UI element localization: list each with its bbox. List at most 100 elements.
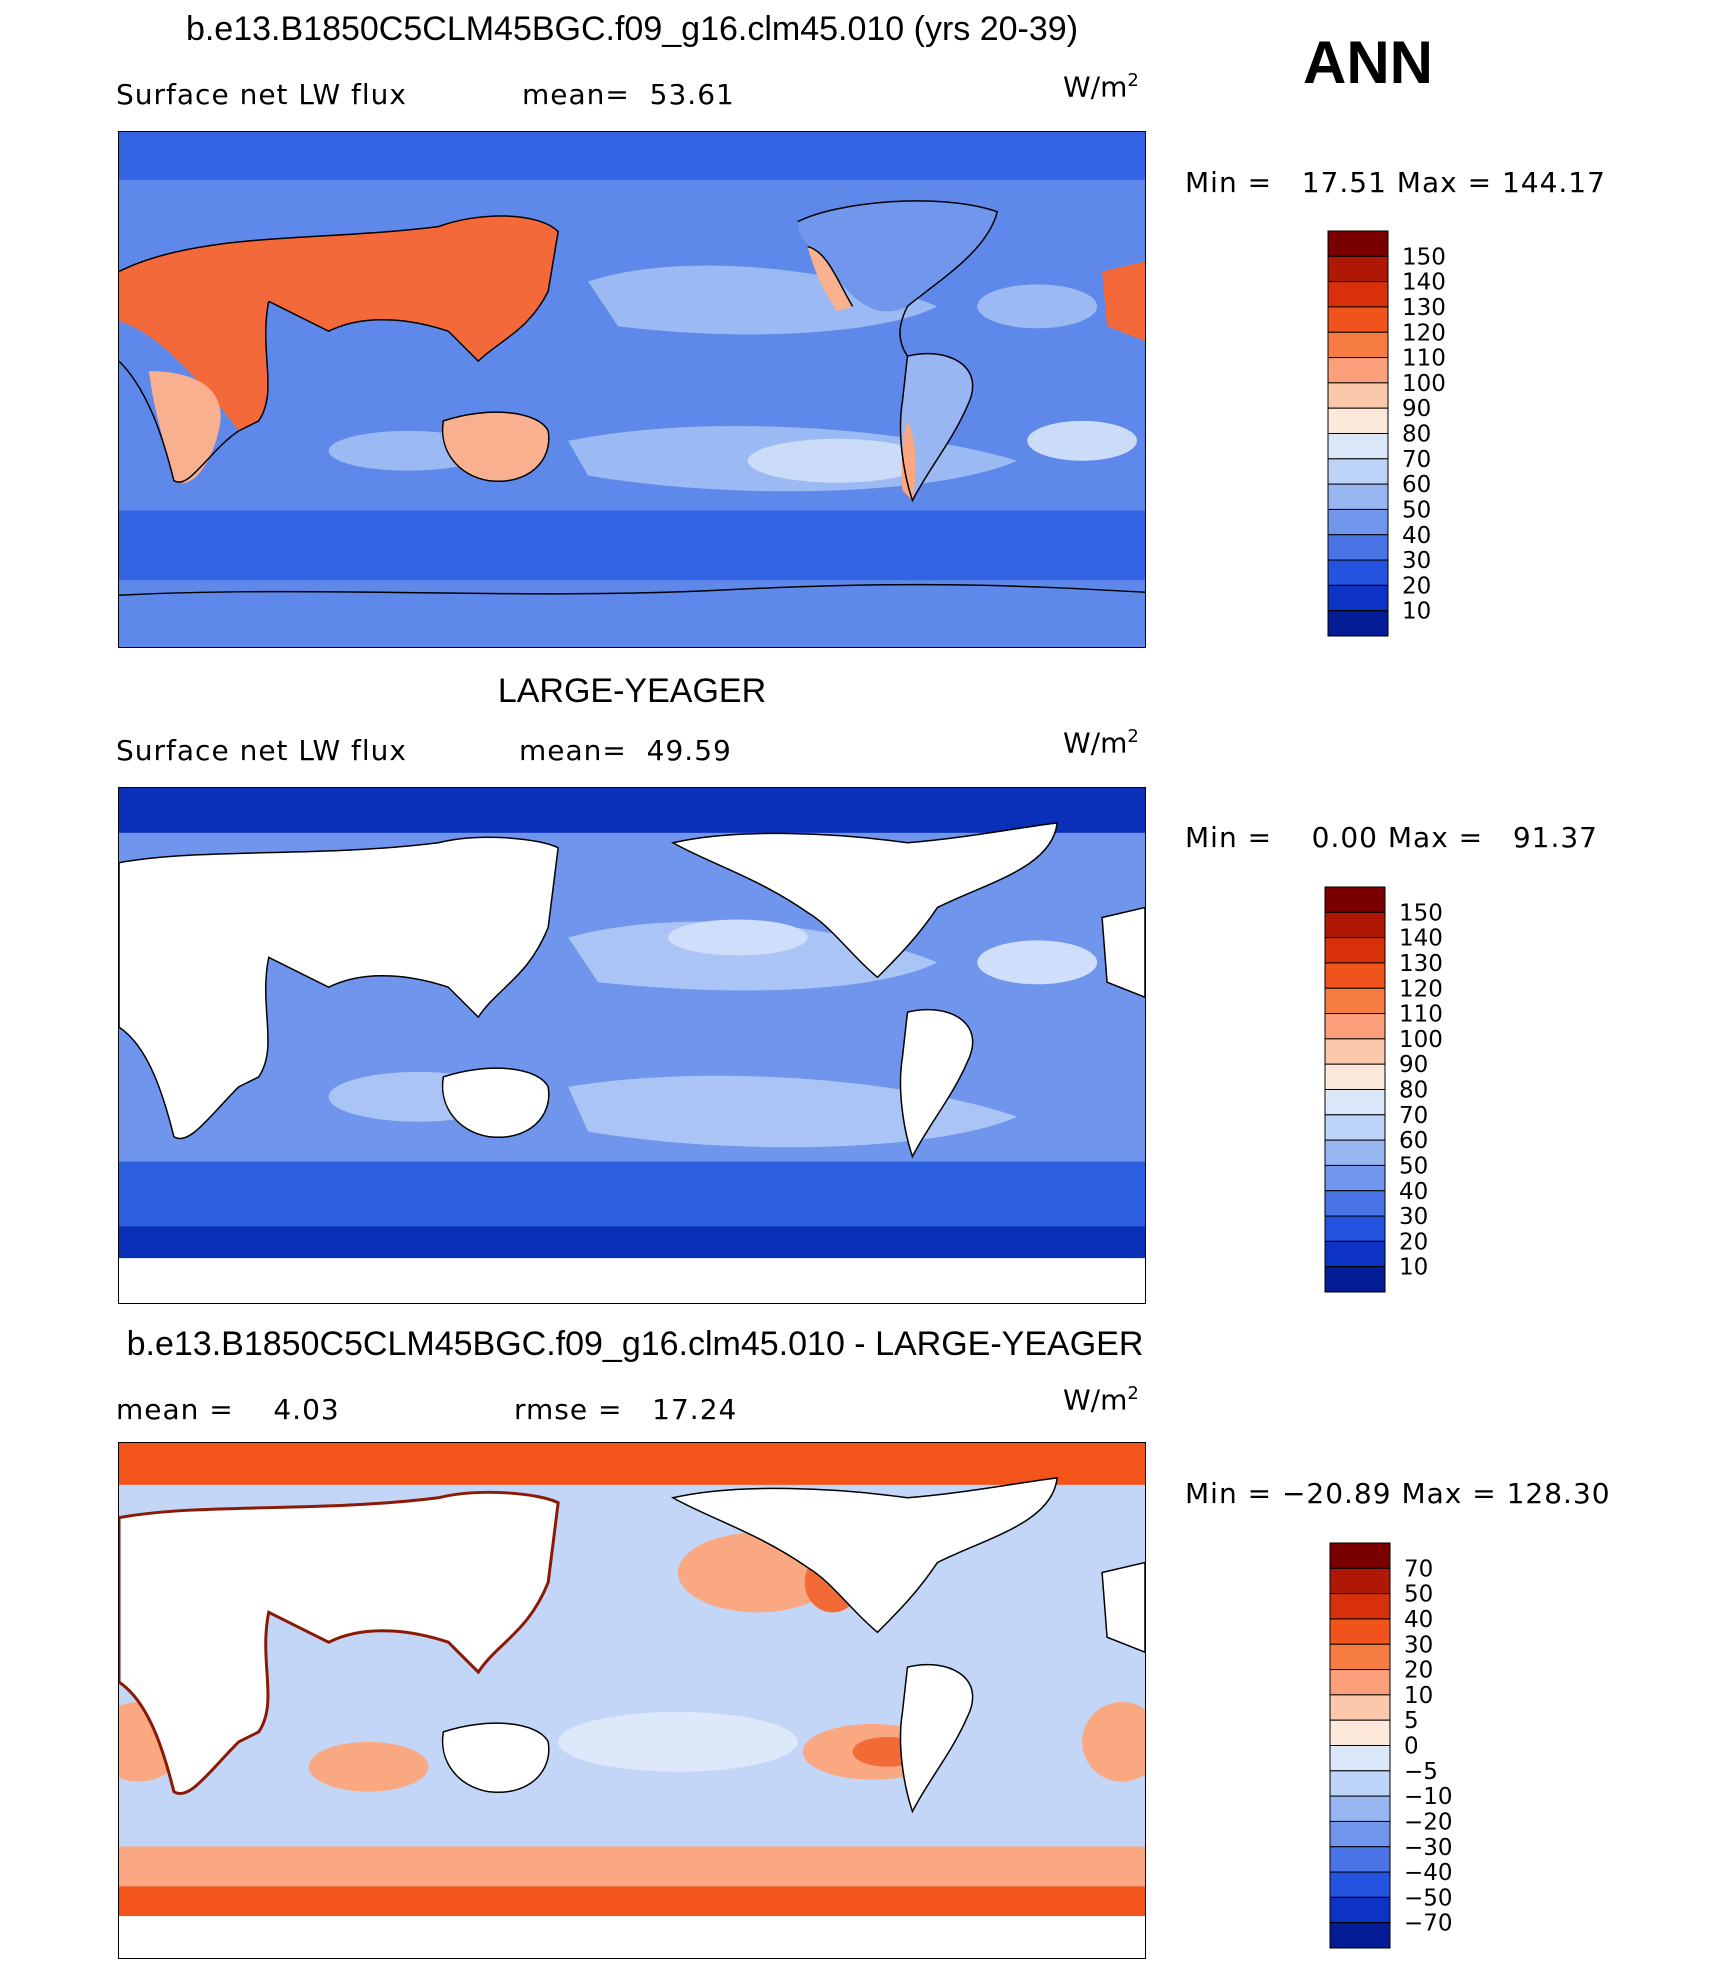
southern-band — [119, 1161, 1145, 1227]
colorbar-tick-label: 80 — [1399, 1078, 1428, 1104]
land-north-america — [670, 1477, 1059, 1634]
colorbar-tick-label: −70 — [1404, 1911, 1453, 1937]
colorbar-swatch — [1329, 1567, 1391, 1595]
antarctic-land — [119, 1258, 1145, 1303]
colorbar-swatch — [1329, 1922, 1391, 1949]
colorbar-swatch — [1329, 1618, 1391, 1645]
land-south-america — [899, 1008, 974, 1159]
colorbar-tick-label: 60 — [1402, 472, 1431, 498]
colorbar-tick-label: 150 — [1399, 900, 1443, 926]
land-sahara-east — [1102, 261, 1145, 342]
colorbar-tick-label: 120 — [1399, 976, 1443, 1002]
colorbar-tick-label: 100 — [1402, 371, 1446, 397]
colorbar-tick-label: 70 — [1399, 1103, 1428, 1129]
panel-3-colorbar: 70 50 40 30 20 10 5 0 −5 −10 −20 −30 −40 −50 −70 — [1329, 1542, 1490, 1951]
panel-3-rmse-label: rmse = 17.24 — [514, 1393, 738, 1426]
colorbar-swatch — [1329, 1719, 1391, 1746]
land-south-america — [900, 353, 973, 501]
colorbar-swatch — [1329, 1820, 1391, 1848]
colorbar-swatch — [1327, 483, 1389, 510]
colorbar-tick-label: 10 — [1402, 599, 1431, 625]
land-na-west — [807, 246, 853, 312]
warm-south-indian — [308, 1741, 429, 1792]
arctic-band — [119, 788, 1145, 833]
colorbar-swatch — [1324, 1114, 1386, 1141]
light-pacific — [558, 1711, 798, 1772]
colorbar-tick-label: 50 — [1399, 1153, 1428, 1179]
arctic-band — [119, 1443, 1145, 1485]
panel-1-mean-label: mean= 53.61 — [522, 78, 735, 111]
panel-2-units: W/m2 — [1063, 726, 1139, 760]
land-sahara-east — [1101, 906, 1145, 998]
colorbar-tick-label: 20 — [1402, 573, 1431, 599]
panel-1-title: b.e13.B1850C5CLM45BGC.f09_g16.clm45.010 … — [185, 10, 1079, 48]
land-australia — [441, 1722, 550, 1794]
pale-patch-sa — [1027, 420, 1138, 461]
colorbar-tick-label: 130 — [1402, 295, 1446, 321]
colorbar-tick-label: 110 — [1402, 346, 1446, 372]
colorbar-swatch — [1324, 1063, 1386, 1090]
colorbar-swatch — [1329, 1896, 1391, 1924]
pale-patch-sp — [747, 438, 928, 483]
colorbar-tick-label: 100 — [1399, 1027, 1443, 1053]
colorbar-swatch — [1327, 610, 1389, 637]
panel-2-colorbar: 150 140 130 120 110 100 90 80 70 60 50 40 30 20 10 — [1324, 886, 1485, 1295]
panel-2-variable-label: Surface net LW flux — [116, 734, 407, 767]
colorbar-swatch — [1324, 1215, 1386, 1242]
land-north-america — [797, 200, 998, 312]
colorbar-swatch — [1329, 1593, 1391, 1620]
colorbar-tick-label: −20 — [1404, 1809, 1453, 1835]
colorbar-tick-label: 40 — [1404, 1607, 1433, 1633]
colorbar-tick-label: 30 — [1402, 548, 1431, 574]
colorbar-tick-label: 140 — [1399, 926, 1443, 952]
colorbar-swatch — [1327, 458, 1389, 485]
colorbar-swatch — [1327, 433, 1389, 460]
colorbar-tick-label: 30 — [1404, 1632, 1433, 1658]
colorbar-swatch — [1329, 1694, 1391, 1721]
colorbar-tick-label: −50 — [1404, 1885, 1453, 1911]
colorbar-tick-label: 0 — [1404, 1734, 1419, 1760]
panel-3-minmax: Min = −20.89 Max = 128.30 — [1185, 1477, 1611, 1510]
antarctic-band — [119, 1886, 1145, 1917]
colorbar-swatch — [1327, 357, 1389, 384]
panel-1-map — [118, 131, 1146, 648]
colorbar-tick-label: 50 — [1402, 497, 1431, 523]
land-australia — [442, 412, 549, 482]
coastline-antarctica — [119, 583, 1145, 596]
colorbar-tick-label: 140 — [1402, 270, 1446, 296]
colorbar-swatch — [1324, 937, 1386, 964]
colorbar-tick-label: 90 — [1402, 396, 1431, 422]
southern-band — [119, 1846, 1145, 1887]
colorbar-swatch — [1324, 987, 1386, 1015]
season-label: ANN — [1303, 29, 1433, 96]
colorbar-swatch — [1329, 1745, 1391, 1772]
panel-3-title: b.e13.B1850C5CLM45BGC.f09_g16.clm45.010 … — [126, 1325, 1144, 1363]
colorbar-tick-label: 130 — [1399, 951, 1443, 977]
coastline-africa — [119, 301, 270, 483]
colorbar-swatch — [1327, 230, 1389, 257]
colorbar-swatch — [1329, 1643, 1391, 1671]
colorbar-tick-label: 20 — [1399, 1229, 1428, 1255]
land-sa-west — [901, 420, 916, 501]
colorbar-swatch — [1329, 1846, 1391, 1873]
colorbar-swatch — [1324, 1038, 1386, 1065]
arctic-band — [119, 132, 1145, 180]
pale-patch-np — [667, 919, 808, 956]
colorbar-tick-label: 150 — [1402, 244, 1446, 270]
colorbar-tick-label: −40 — [1404, 1860, 1453, 1886]
colorbar-tick-label: 40 — [1402, 523, 1431, 549]
colorbar-tick-label: −10 — [1404, 1784, 1453, 1810]
pale-patch-na — [977, 940, 1098, 985]
colorbar-tick-label: 20 — [1404, 1658, 1433, 1684]
colorbar-swatch — [1327, 584, 1389, 612]
panel-1-colorbar: 150 140 130 120 110 100 90 80 70 60 50 40 30 20 10 — [1327, 230, 1488, 639]
colorbar-tick-label: 30 — [1399, 1204, 1428, 1230]
colorbar-tick-label: 110 — [1399, 1002, 1443, 1028]
colorbar-swatch — [1327, 407, 1389, 434]
antarctic-band — [119, 580, 1145, 647]
land-south-america — [899, 1663, 974, 1814]
southern-band — [119, 510, 1145, 581]
colorbar-swatch — [1324, 1190, 1386, 1217]
land-africa-eurasia — [119, 1490, 560, 1795]
colorbar-swatch — [1329, 1770, 1391, 1797]
